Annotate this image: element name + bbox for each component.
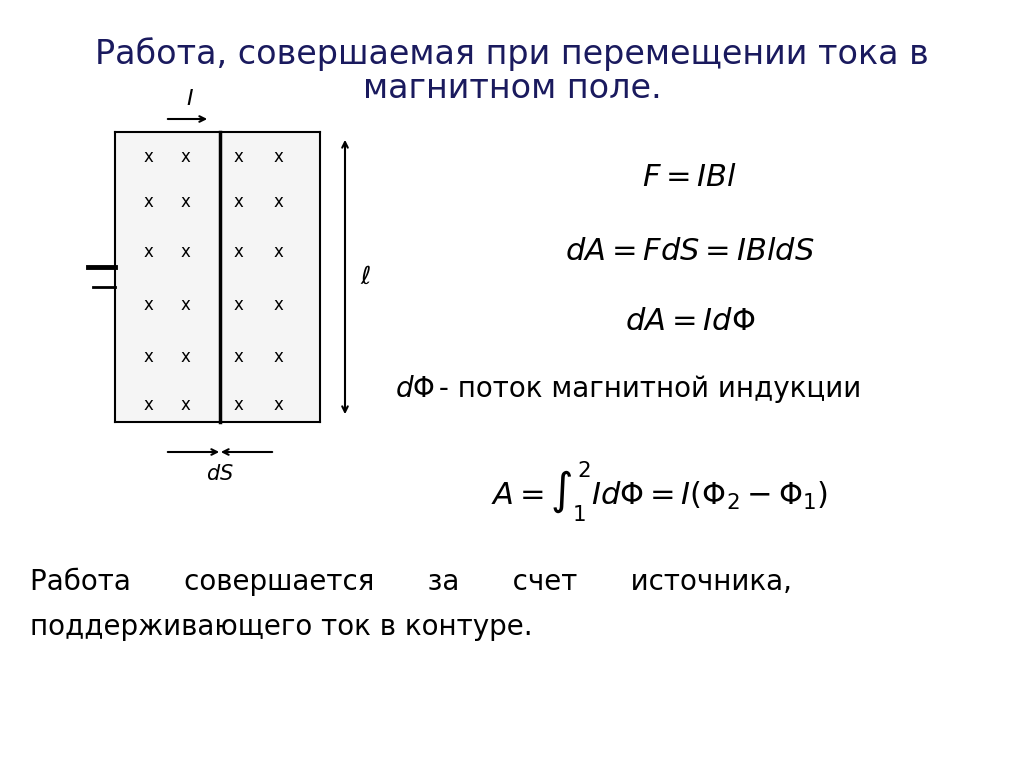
Text: x: x	[233, 148, 243, 166]
Text: x: x	[233, 348, 243, 366]
Text: x: x	[143, 193, 153, 211]
Text: x: x	[143, 396, 153, 414]
Text: x: x	[233, 193, 243, 211]
Text: x: x	[233, 296, 243, 314]
Text: $dA = Id\Phi$: $dA = Id\Phi$	[625, 308, 755, 337]
Text: x: x	[273, 148, 283, 166]
Text: Работа, совершаемая при перемещении тока в: Работа, совершаемая при перемещении тока…	[95, 37, 929, 71]
Bar	[115, 132, 319, 422]
Text: x: x	[273, 243, 283, 261]
Text: $dS$: $dS$	[206, 464, 233, 484]
Text: x: x	[143, 296, 153, 314]
Text: x: x	[180, 243, 189, 261]
Text: x: x	[273, 348, 283, 366]
Text: x: x	[273, 396, 283, 414]
Text: x: x	[180, 148, 189, 166]
Text: Работа      совершается      за      счет      источника,: Работа совершается за счет источника,	[30, 568, 792, 596]
Text: x: x	[180, 193, 189, 211]
Text: x: x	[143, 243, 153, 261]
Text: $d\Phi$: $d\Phi$	[395, 375, 435, 403]
Text: x: x	[180, 396, 189, 414]
Text: x: x	[233, 396, 243, 414]
Text: $\ell$: $\ell$	[360, 265, 371, 289]
Text: $I$: $I$	[186, 89, 194, 109]
Text: магнитном поле.: магнитном поле.	[362, 72, 662, 105]
Text: x: x	[180, 348, 189, 366]
Text: x: x	[180, 296, 189, 314]
Text: $F = IBl$: $F = IBl$	[642, 163, 737, 192]
Text: поддерживающего ток в контуре.: поддерживающего ток в контуре.	[30, 613, 532, 641]
Text: $dA = FdS = IBldS$: $dA = FdS = IBldS$	[565, 238, 815, 266]
Text: x: x	[273, 193, 283, 211]
Text: $A = \int_{1}^{2} Id\Phi = I(\Phi_2 - \Phi_1)$: $A = \int_{1}^{2} Id\Phi = I(\Phi_2 - \P…	[492, 459, 828, 525]
Text: x: x	[233, 243, 243, 261]
Text: x: x	[273, 296, 283, 314]
Text: x: x	[143, 348, 153, 366]
Text: - поток магнитной индукции: - поток магнитной индукции	[430, 375, 861, 403]
Text: x: x	[143, 148, 153, 166]
